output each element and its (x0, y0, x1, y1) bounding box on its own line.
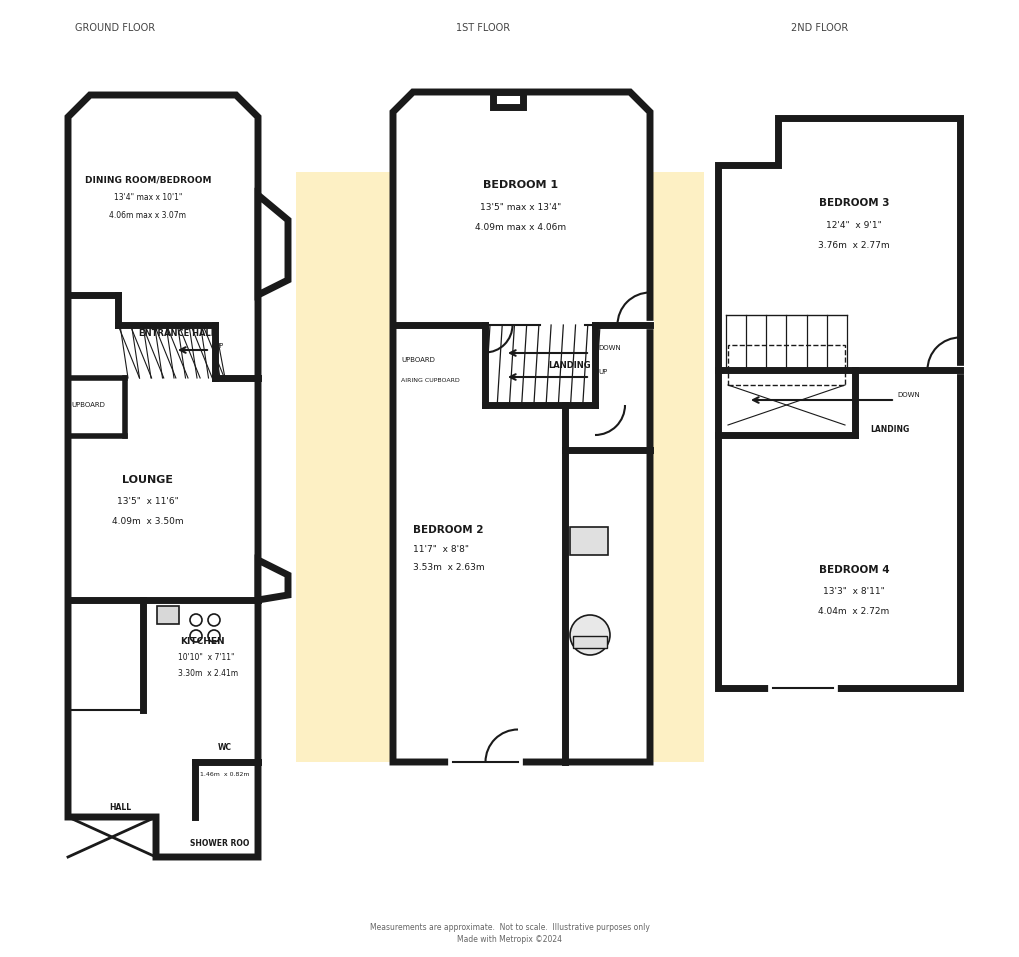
Text: Made with Metropix ©2024: Made with Metropix ©2024 (458, 936, 561, 945)
Bar (728, 345, 844, 385)
Text: 4'10"  x 2'8": 4'10" x 2'8" (205, 760, 245, 765)
Text: KITCHEN: KITCHEN (179, 636, 224, 646)
Bar (296, 172, 703, 762)
Text: UPBOARD: UPBOARD (400, 357, 434, 363)
Text: LANDING: LANDING (869, 426, 909, 434)
Text: BEDROOM 3: BEDROOM 3 (818, 198, 889, 208)
Text: Measurements are approximate.  Not to scale.  Illustrative purposes only: Measurements are approximate. Not to sca… (370, 923, 649, 931)
Bar (157, 606, 178, 624)
Polygon shape (68, 95, 258, 857)
Text: 3.30m  x 2.41m: 3.30m x 2.41m (178, 670, 237, 679)
Text: BEDROOM 1: BEDROOM 1 (483, 180, 558, 190)
Text: BEDROOM 2: BEDROOM 2 (413, 525, 483, 535)
Polygon shape (258, 195, 287, 295)
Text: LANDING: LANDING (548, 361, 591, 369)
Polygon shape (717, 118, 959, 688)
Text: nTFA: nTFA (406, 643, 613, 717)
Text: BEDROOM 4: BEDROOM 4 (818, 565, 889, 575)
Text: 1ST FLOOR: 1ST FLOOR (455, 23, 510, 33)
Bar (573, 636, 606, 648)
Text: UP: UP (214, 343, 223, 349)
Text: 11'7"  x 8'8": 11'7" x 8'8" (413, 545, 469, 554)
Text: DOWN: DOWN (896, 392, 919, 398)
Text: SHOWER ROO: SHOWER ROO (190, 838, 249, 848)
Text: THE   FLAT   AGENCY: THE FLAT AGENCY (444, 708, 575, 722)
Text: DINING ROOM/BEDROOM: DINING ROOM/BEDROOM (85, 175, 211, 185)
Text: 13'5"  x 11'6": 13'5" x 11'6" (117, 498, 178, 506)
Text: 10'10"  x 7'11": 10'10" x 7'11" (178, 654, 234, 662)
Polygon shape (392, 92, 649, 762)
Text: 13'3"  x 8'11": 13'3" x 8'11" (822, 588, 884, 596)
Text: DOWN: DOWN (597, 345, 621, 351)
Text: 12'4"  x 9'1": 12'4" x 9'1" (825, 221, 881, 231)
Text: 4.06m max x 3.07m: 4.06m max x 3.07m (109, 211, 186, 219)
Text: AIRING CUPBOARD: AIRING CUPBOARD (400, 377, 460, 383)
Text: 4.09m  x 3.50m: 4.09m x 3.50m (112, 517, 183, 525)
Text: 13'4" max x 10'1": 13'4" max x 10'1" (114, 193, 182, 203)
Text: UP: UP (597, 369, 606, 375)
Text: 4.09m max x 4.06m: 4.09m max x 4.06m (475, 224, 566, 233)
Circle shape (570, 615, 609, 655)
Text: GROUND FLOOR: GROUND FLOOR (74, 23, 155, 33)
Bar (570, 527, 607, 555)
Bar (143, 600, 258, 710)
Text: UPBOARD: UPBOARD (71, 402, 105, 408)
Bar (68, 600, 143, 710)
Text: 13'5" max x 13'4": 13'5" max x 13'4" (480, 204, 561, 212)
Text: 4.04m  x 2.72m: 4.04m x 2.72m (817, 608, 889, 616)
Text: ENTRANCE HALL: ENTRANCE HALL (140, 328, 216, 338)
Text: 3.76m  x 2.77m: 3.76m x 2.77m (817, 241, 889, 251)
Polygon shape (492, 92, 523, 107)
Text: WC: WC (218, 744, 231, 752)
Text: 3.53m  x 2.63m: 3.53m x 2.63m (413, 564, 484, 572)
Text: 1.46m  x 0.82m: 1.46m x 0.82m (200, 771, 250, 776)
Polygon shape (258, 560, 287, 600)
Text: LOUNGE: LOUNGE (122, 475, 173, 485)
Text: HALL: HALL (109, 804, 130, 812)
Text: 2ND FLOOR: 2ND FLOOR (791, 23, 848, 33)
